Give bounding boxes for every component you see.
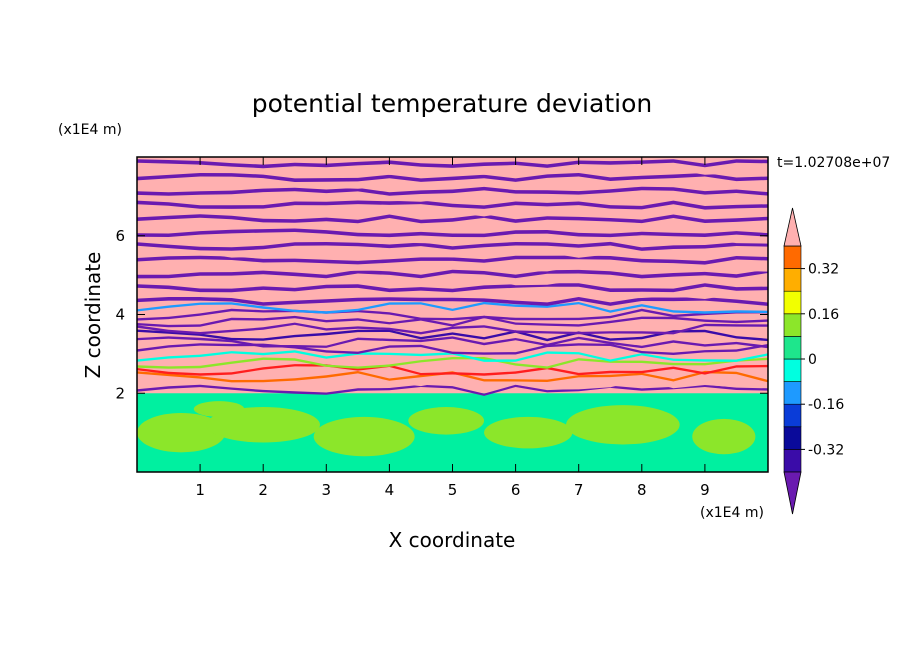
field-band [137, 241, 768, 251]
x-axis-ticks: 1 2 3 4 5 6 7 8 9 [195, 157, 710, 499]
field-band [137, 179, 768, 189]
field-band [137, 193, 768, 203]
colorbar-bin [783, 313, 802, 337]
x-tick-label: 4 [385, 481, 395, 499]
colorbar-tick-label: 0.16 [808, 307, 839, 323]
colorbar-tick-label: 0 [808, 352, 817, 368]
x-tick-label: 8 [637, 481, 647, 499]
field-blob [408, 407, 485, 435]
field-band [137, 214, 768, 224]
field-band [137, 357, 768, 369]
field-band [137, 173, 768, 182]
field-band [137, 200, 768, 210]
colorbar-bin [783, 358, 802, 382]
field-band [137, 262, 768, 272]
colorbar-bin [783, 268, 802, 292]
colorbar-under-arrow [783, 471, 802, 515]
field-band [137, 207, 768, 217]
y-tick-label: 4 [115, 306, 125, 324]
colorbar-bin [783, 245, 802, 269]
field-blob [313, 416, 415, 457]
x-unit-label: (x1E4 m) [700, 505, 764, 521]
field-band [137, 297, 768, 306]
y-unit-label: (x1E4 m) [58, 122, 122, 138]
time-label: t=1.02708e+07 [777, 155, 890, 171]
field-band [137, 159, 768, 169]
x-tick-label: 9 [700, 481, 710, 499]
y-tick-label: 6 [115, 227, 125, 245]
colorbar-tick-label: -0.16 [808, 397, 844, 413]
field-band [137, 290, 768, 300]
field-band [137, 283, 768, 293]
field-band [137, 315, 768, 328]
x-tick-label: 2 [258, 481, 268, 499]
y-tick-label: 2 [115, 384, 125, 402]
field-blob [193, 401, 245, 417]
field-blob [566, 405, 680, 445]
field-band [137, 235, 768, 244]
field-band [137, 329, 768, 342]
colorbar-bin [783, 381, 802, 405]
chart-title: potential temperature deviation [252, 89, 652, 118]
field-band [137, 249, 768, 258]
x-tick-label: 3 [322, 481, 332, 499]
field-band [137, 301, 768, 314]
field-band [137, 336, 768, 349]
x-axis-label: X coordinate [389, 528, 516, 552]
colorbar-bin [783, 403, 802, 428]
field-band [137, 228, 768, 238]
field-band [137, 255, 768, 265]
field-band [137, 322, 768, 335]
field-band [137, 269, 768, 279]
field-band [137, 276, 768, 286]
x-tick-label: 7 [574, 481, 584, 499]
colorbar-tick-label: -0.32 [808, 442, 844, 458]
colorbar-bin [783, 290, 802, 315]
x-tick-label: 5 [448, 481, 458, 499]
colorbar: 0.32 0.16 0 -0.16 -0.32 [783, 207, 844, 515]
colorbar-over-arrow [783, 207, 802, 247]
field-band [137, 186, 768, 196]
field-blob [692, 418, 756, 455]
colorbar-tick-label: 0.32 [808, 262, 839, 278]
field-band [137, 370, 768, 383]
field-blob [137, 412, 226, 453]
field-band [137, 364, 768, 376]
colorbar-bin [783, 336, 802, 360]
colorbar-bin [783, 449, 802, 473]
y-axis-ticks: 2 4 6 [115, 227, 768, 402]
field-band [137, 377, 768, 390]
colorbar-bin [783, 426, 802, 450]
x-tick-label: 6 [511, 481, 521, 499]
field-blob [484, 416, 573, 449]
field-band [137, 384, 768, 396]
y-axis-label: Z coordinate [81, 252, 105, 379]
field-band [137, 221, 768, 231]
contour-field [137, 157, 768, 472]
field-blob [206, 407, 320, 443]
field-band [137, 166, 768, 176]
x-tick-label: 1 [195, 481, 205, 499]
